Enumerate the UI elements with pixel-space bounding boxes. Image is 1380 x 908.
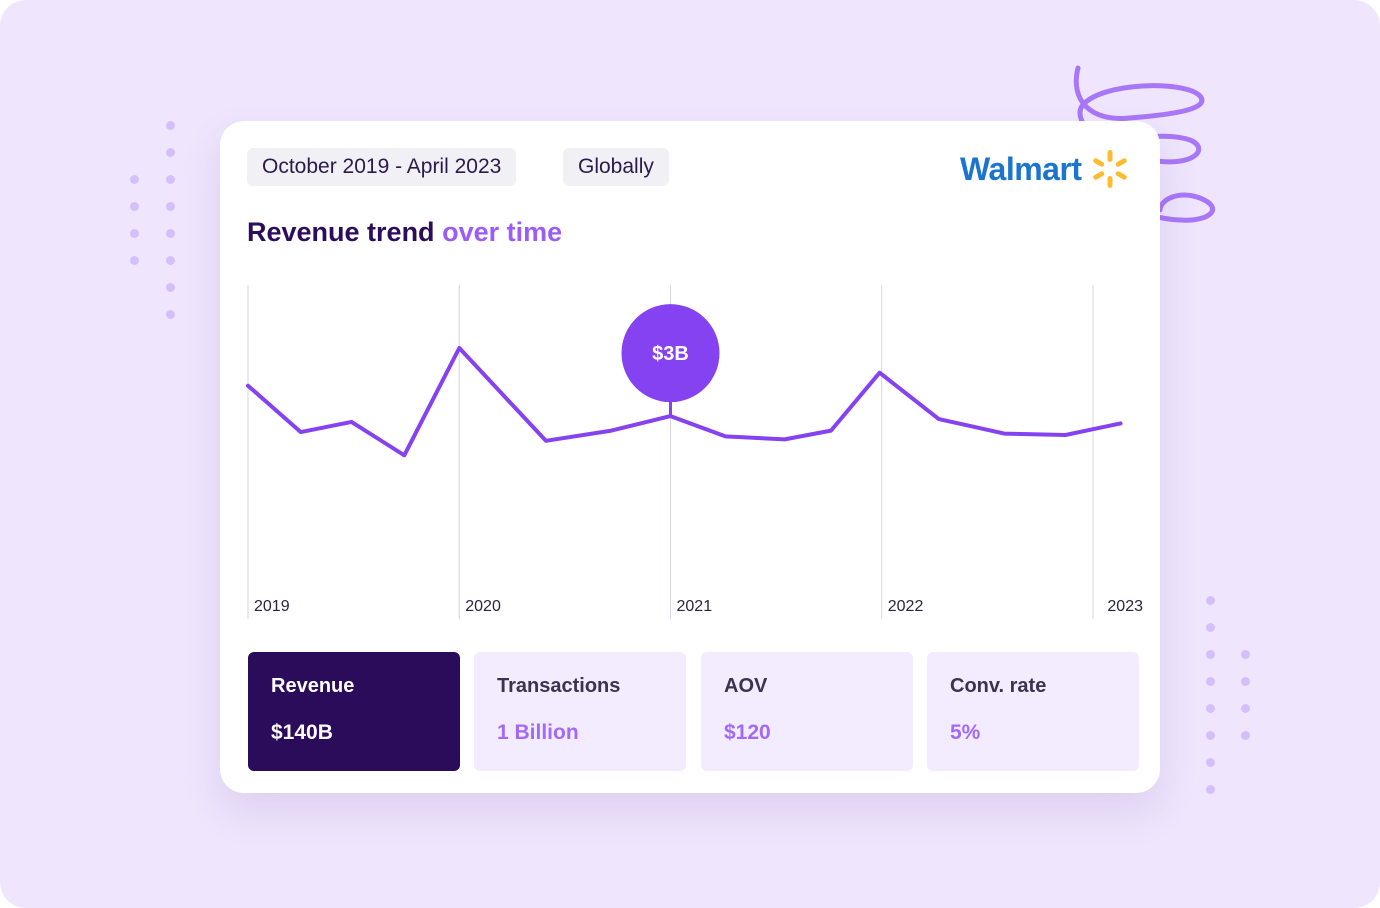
metric-label: Conv. rate [950, 675, 1047, 697]
x-tick-label-2021: 2021 [677, 598, 713, 615]
metric-tile-conv-rate[interactable]: Conv. rate 5% [927, 652, 1139, 771]
x-tick-label-2023: 2023 [1107, 598, 1143, 615]
chart-title: Revenue trend over time [247, 217, 562, 248]
walmart-logo: Walmart [960, 147, 1130, 191]
chart-x-ticks: 2019 2020 2021 2022 2023 [254, 598, 1143, 615]
annotation-bubble [621, 304, 720, 403]
annotation-label: $3B [652, 343, 689, 365]
metric-value: $140B [271, 721, 333, 744]
chart-series [246, 346, 1123, 458]
revenue-line-chart: 2019 2020 2021 2022 2023 $3B [246, 285, 1143, 619]
metric-value: $120 [724, 721, 771, 744]
walmart-wordmark: Walmart [960, 150, 1082, 187]
metric-value: 1 Billion [497, 721, 579, 744]
metric-tile-revenue[interactable]: Revenue $140B [248, 652, 460, 771]
x-tick-label-2019: 2019 [254, 598, 290, 615]
chart-title-main: Revenue trend [247, 217, 435, 247]
series-line-0 [246, 346, 1123, 458]
x-tick-label-2022: 2022 [888, 598, 924, 615]
chart-annotation: $3B [621, 304, 720, 417]
metric-tile-aov[interactable]: AOV $120 [701, 652, 913, 771]
metric-value: 5% [950, 721, 981, 744]
region-chip[interactable]: Globally [563, 148, 669, 186]
walmart-spark-icon [1092, 150, 1127, 188]
x-tick-label-2020: 2020 [465, 598, 501, 615]
metric-tile-transactions[interactable]: Transactions 1 Billion [474, 652, 686, 771]
metric-label: Revenue [271, 675, 355, 697]
decorative-spiral [1073, 65, 1216, 223]
metric-label: Transactions [497, 675, 621, 697]
date-range-chip[interactable]: October 2019 - April 2023 [247, 148, 517, 186]
metric-label: AOV [724, 675, 768, 697]
chart-title-accent: over time [442, 217, 563, 247]
revenue-card: October 2019 - April 2023 Globally Walma… [220, 121, 1160, 793]
